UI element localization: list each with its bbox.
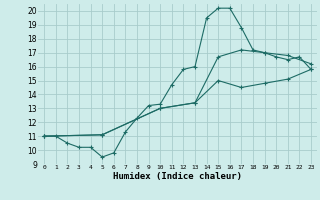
X-axis label: Humidex (Indice chaleur): Humidex (Indice chaleur)	[113, 172, 242, 181]
